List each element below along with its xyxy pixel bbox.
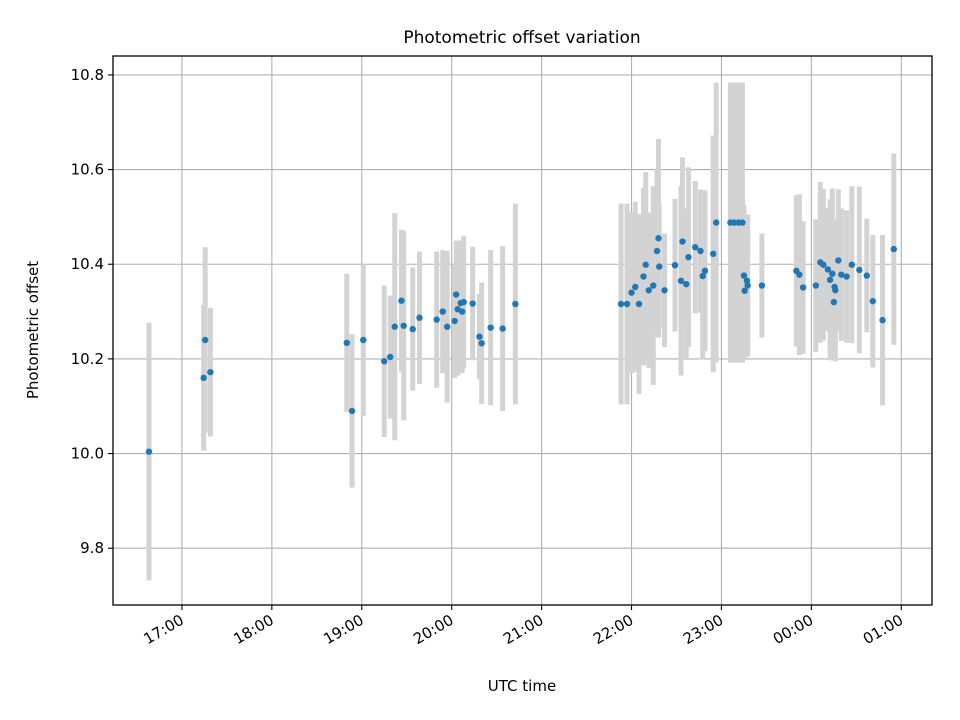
data-point [730,219,738,226]
data-point [360,336,367,344]
data-point [677,277,685,285]
chart-title: Photometric offset variation [403,28,640,48]
data-point [200,374,207,382]
grid-lines [113,56,932,605]
data-point [739,219,746,226]
data-point [476,333,483,340]
data-point [863,272,871,279]
data-point [460,298,467,306]
data-point [869,297,876,305]
data-point [699,272,706,280]
data-point [348,407,356,415]
data-point [701,267,709,275]
x-axis-label: UTC time [488,677,556,695]
data-point [381,358,388,365]
y-tick-label: 9.8 [80,539,104,557]
data-point [741,287,748,294]
data-point [650,282,657,289]
data-point [617,300,625,308]
data-point [826,276,834,284]
data-point [758,282,766,289]
data-point [743,277,751,285]
data-point [671,261,679,269]
data-point [640,273,647,280]
y-axis-label: Photometric offset [24,261,42,399]
data-point [879,316,886,324]
data-point [416,314,423,321]
data-point [692,244,699,251]
data-point [653,247,661,255]
data-point [679,238,686,245]
data-point [623,300,631,308]
data-point [512,300,519,308]
data-point [400,322,407,329]
data-point [635,300,643,308]
data-point [655,235,662,242]
data-point [824,266,832,273]
data-point [812,282,820,289]
data-point [843,273,850,280]
data-point [835,257,842,264]
data-point [343,339,350,347]
data-point [439,308,446,315]
data-point [409,325,416,333]
y-tick-label: 10.4 [71,255,104,273]
data-point [890,245,897,253]
data-point [487,324,494,331]
data-point [829,270,836,277]
plot-frame [112,55,933,606]
data-point [656,263,663,270]
data-point [740,272,748,279]
data-point [744,282,751,289]
y-tick-label: 10.2 [71,350,104,368]
data-point [645,287,652,294]
data-point [697,247,704,255]
data-point [832,287,839,294]
y-tick-label: 10.0 [71,445,104,463]
data-point [469,300,476,307]
data-point [452,291,460,298]
data-point [433,316,440,323]
data-point [478,340,485,347]
data-point [685,253,692,261]
data-point [820,261,827,268]
y-axis-ticks: 9.8 10.0 10.2 10.4 10.6 10.8 [71,66,113,557]
data-point [391,323,398,330]
data-point [848,261,856,268]
data-point [709,250,717,258]
data-point [628,289,635,296]
data-point [201,336,209,344]
data-point [796,271,803,278]
data-point [712,219,720,226]
data-point [387,353,394,361]
data-point [632,283,639,291]
data-point [458,308,466,315]
data-point [642,261,649,268]
data-point [838,271,845,278]
data-point [683,280,690,288]
data-point [443,323,451,330]
data-point [799,284,807,291]
y-tick-label: 10.8 [71,66,104,84]
data-point [661,287,668,294]
data-point [830,298,838,306]
data-point [451,317,458,325]
data-points [145,219,897,455]
data-point [856,266,863,274]
y-tick-label: 10.6 [71,161,104,179]
data-point [145,448,153,455]
data-point [499,325,506,332]
data-point [398,297,405,304]
data-point [207,368,214,376]
